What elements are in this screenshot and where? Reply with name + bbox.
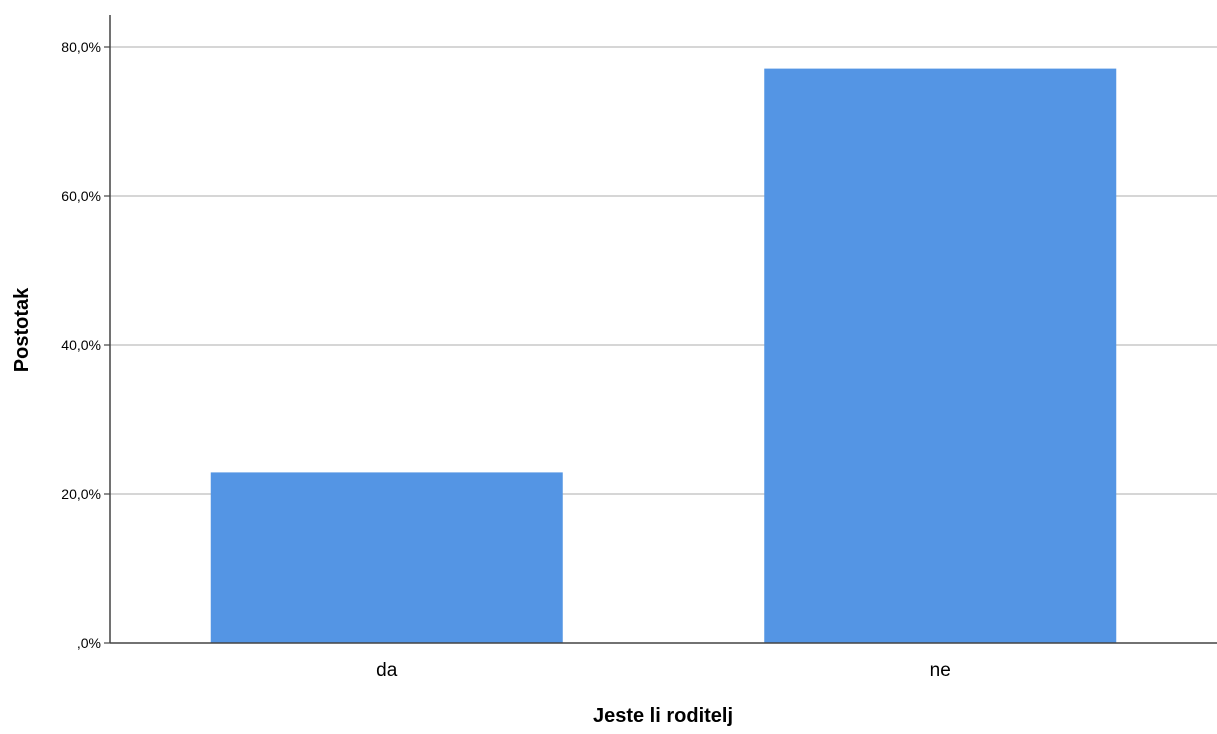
x-axis-title: Jeste li roditelj [593,705,733,727]
x-tick-label-ne: ne [930,660,951,681]
y-axis-title: Postotak [11,287,33,372]
bars [210,68,1117,644]
x-tick-labels: da ne [376,660,951,681]
y-tick-label: 80,0% [61,39,101,55]
y-tick-label: 40,0% [61,337,101,353]
y-tick-label: 20,0% [61,486,101,502]
y-tick-label: 60,0% [61,188,101,204]
y-tick-labels: ,0% 20,0% 40,0% 60,0% 80,0% [61,39,101,651]
bar-da [210,472,563,643]
x-tick-label-da: da [376,660,398,681]
y-tick-label: ,0% [77,635,101,651]
bar-ne [764,68,1117,644]
axes [104,15,1217,644]
